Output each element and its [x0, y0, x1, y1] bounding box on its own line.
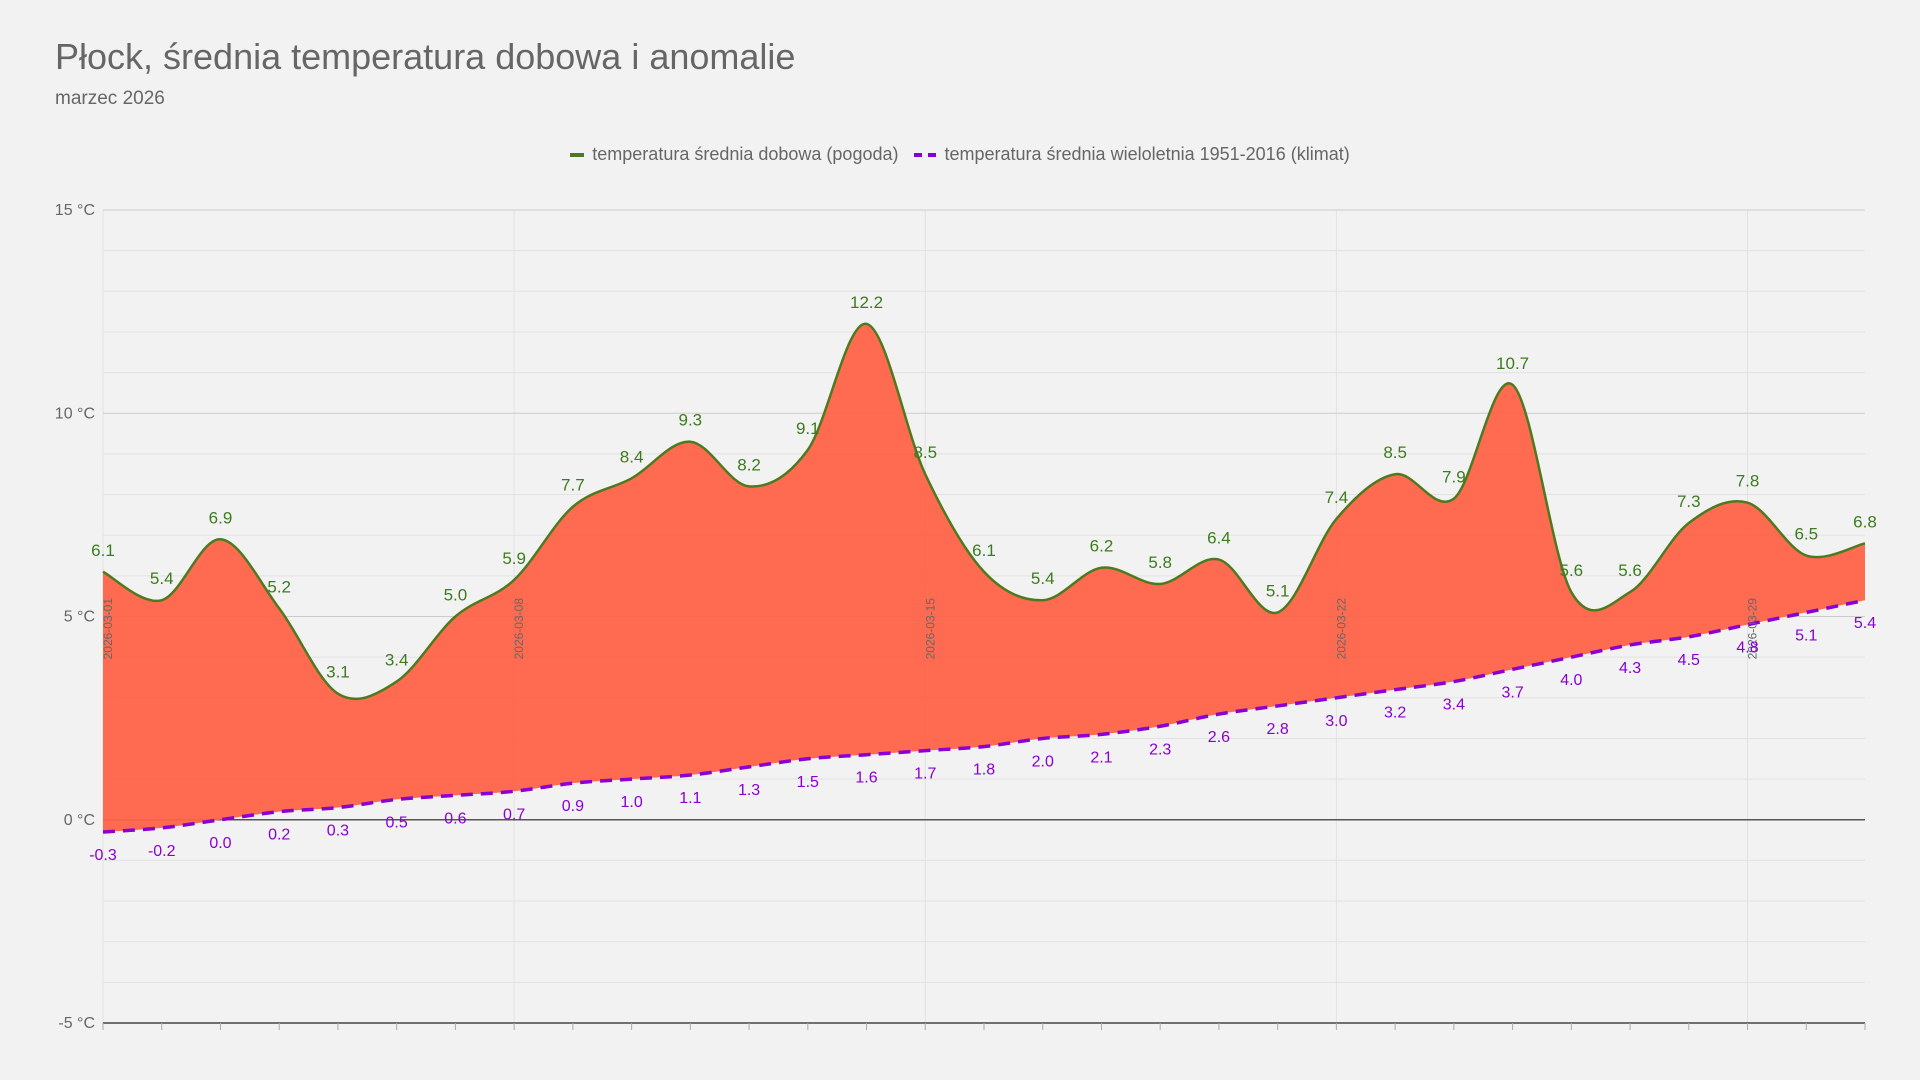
weather-data-label: 3.1 — [326, 663, 350, 682]
x-date-label: 2026-03-29 — [1746, 598, 1760, 660]
weather-data-label: 5.0 — [444, 586, 468, 605]
weather-data-label: 12.2 — [850, 293, 883, 312]
weather-data-label: 6.4 — [1207, 529, 1231, 548]
climate-data-label: 0.5 — [386, 814, 408, 831]
climate-data-label: 0.0 — [209, 835, 231, 852]
climate-data-label: 4.0 — [1560, 672, 1582, 689]
x-date-label: 2026-03-22 — [1334, 598, 1348, 660]
climate-data-label: 3.0 — [1325, 713, 1347, 730]
weather-data-label: 3.4 — [385, 651, 409, 670]
legend-label-weather: temperatura średnia dobowa (pogoda) — [592, 144, 899, 164]
chart-subtitle: marzec 2026 — [55, 88, 165, 109]
climate-data-label: 2.8 — [1267, 721, 1289, 738]
legend-label-climate: temperatura średnia wieloletnia 1951-201… — [944, 144, 1350, 164]
weather-data-label: 10.7 — [1496, 354, 1529, 373]
weather-data-label: 8.4 — [620, 447, 644, 466]
weather-data-label: 6.2 — [1090, 537, 1114, 556]
weather-data-label: 6.1 — [91, 541, 115, 560]
chart-legend: temperatura średnia dobowa (pogoda) temp… — [0, 144, 1920, 165]
y-tick-label: -5 °C — [58, 1015, 95, 1032]
weather-data-label: 7.8 — [1736, 472, 1760, 491]
weather-data-label: 5.8 — [1148, 553, 1172, 572]
climate-data-label: 0.9 — [562, 798, 584, 815]
climate-data-label: 0.6 — [444, 810, 466, 827]
climate-data-label: 2.1 — [1090, 749, 1112, 766]
y-tick-label: 0 °C — [64, 812, 95, 829]
weather-data-label: 8.5 — [1383, 443, 1407, 462]
x-date-label: 2026-03-15 — [923, 598, 937, 660]
climate-data-label: 1.0 — [620, 794, 642, 811]
climate-data-label: 2.6 — [1208, 729, 1230, 746]
legend-item-weather[interactable]: temperatura średnia dobowa (pogoda) — [570, 144, 898, 165]
climate-data-label: 1.1 — [679, 790, 701, 807]
legend-swatch-climate — [914, 152, 937, 157]
x-date-label: 2026-03-08 — [512, 598, 526, 660]
climate-data-label: 3.4 — [1443, 697, 1465, 714]
climate-data-label: 0.2 — [268, 827, 290, 844]
climate-data-label: 4.8 — [1736, 640, 1758, 657]
y-tick-label: 5 °C — [64, 609, 95, 626]
climate-data-label: -0.2 — [148, 843, 176, 860]
weather-data-label: 5.4 — [150, 569, 174, 588]
climate-data-label: 3.7 — [1501, 684, 1523, 701]
climate-data-label: 1.7 — [914, 766, 936, 783]
climate-data-label: 1.3 — [738, 782, 760, 799]
climate-data-label: 0.7 — [503, 806, 525, 823]
climate-data-label: 5.4 — [1854, 615, 1876, 632]
weather-data-label: 6.5 — [1794, 525, 1818, 544]
weather-data-label: 9.3 — [679, 411, 703, 430]
weather-data-label: 6.1 — [972, 541, 996, 560]
weather-data-label: 5.1 — [1266, 581, 1290, 600]
weather-data-label: 8.5 — [913, 443, 937, 462]
weather-data-label: 7.4 — [1325, 488, 1349, 507]
climate-data-label: 0.3 — [327, 823, 349, 840]
climate-data-label: 3.2 — [1384, 705, 1406, 722]
climate-data-label: 1.5 — [797, 774, 819, 791]
climate-data-label: -0.3 — [89, 847, 117, 864]
climate-data-label: 1.6 — [855, 770, 877, 787]
weather-data-label: 9.1 — [796, 419, 820, 438]
climate-data-label: 2.3 — [1149, 741, 1171, 758]
chart-title: Płock, średnia temperatura dobowa i anom… — [55, 36, 796, 77]
weather-data-label: 5.4 — [1031, 569, 1055, 588]
y-tick-label: 15 °C — [55, 202, 95, 219]
climate-data-label: 1.8 — [973, 762, 995, 779]
weather-data-label: 5.6 — [1560, 561, 1584, 580]
weather-line — [102, 322, 1866, 701]
weather-data-label: 7.9 — [1442, 468, 1466, 487]
weather-data-label: 6.8 — [1853, 512, 1877, 531]
climate-data-label: 4.3 — [1619, 660, 1641, 677]
climate-line — [102, 598, 1866, 834]
weather-data-label: 7.3 — [1677, 492, 1701, 511]
y-tick-label: 10 °C — [55, 405, 95, 422]
climate-data-label: 4.5 — [1678, 652, 1700, 669]
weather-data-label: 5.2 — [267, 577, 291, 596]
climate-data-label: 5.1 — [1795, 627, 1817, 644]
legend-swatch-weather — [570, 152, 585, 157]
weather-data-label: 5.9 — [502, 549, 526, 568]
weather-data-label: 7.7 — [561, 476, 585, 495]
weather-data-label: 8.2 — [737, 455, 761, 474]
climate-data-label: 2.0 — [1032, 753, 1054, 770]
weather-data-label: 6.9 — [209, 508, 233, 527]
legend-item-climate[interactable]: temperatura średnia wieloletnia 1951-201… — [914, 144, 1350, 165]
weather-data-label: 5.6 — [1618, 561, 1642, 580]
x-date-label: 2026-03-01 — [101, 598, 115, 660]
anomaly-area — [103, 323, 1865, 832]
